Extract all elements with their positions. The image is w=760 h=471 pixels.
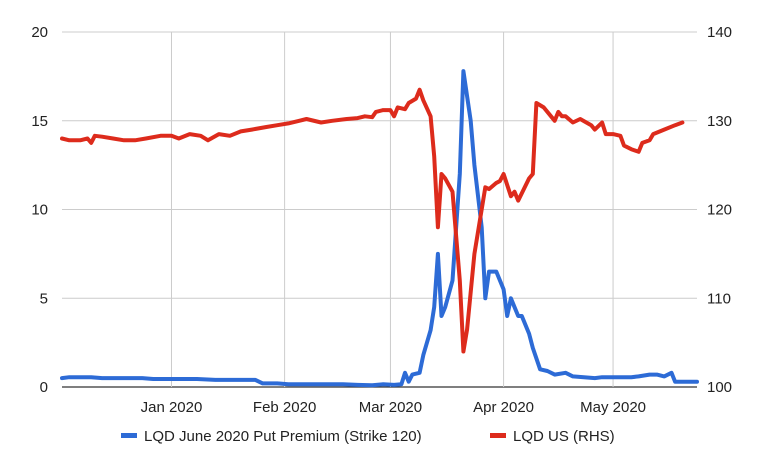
series-line-1 — [60, 87, 685, 354]
x-tick-label: Jan 2020 — [141, 399, 203, 416]
y-left-tick-label: 5 — [40, 290, 48, 307]
legend-label-put-premium: LQD June 2020 Put Premium (Strike 120) — [144, 428, 422, 445]
x-tick-label: Mar 2020 — [359, 399, 422, 416]
legend-swatch-lqd — [490, 433, 506, 438]
y-left-tick-label: 20 — [31, 24, 48, 41]
axis-label-layer: 0 5 10 15 20 100 110 120 130 140 Jan 2020 Feb 2020 M… — [31, 24, 732, 416]
legend-label-lqd: LQD US (RHS) — [513, 428, 615, 445]
y-left-tick-label: 15 — [31, 113, 48, 130]
legend-swatch-put-premium — [121, 433, 137, 438]
y-right-tick-label: 100 — [707, 379, 732, 396]
y-left-tick-label: 0 — [40, 379, 48, 396]
y-right-tick-label: 140 — [707, 24, 732, 41]
x-tick-label: Feb 2020 — [253, 399, 316, 416]
y-right-tick-label: 110 — [707, 290, 731, 307]
y-left-tick-label: 10 — [31, 202, 48, 219]
x-tick-label: May 2020 — [580, 399, 646, 416]
y-right-tick-label: 120 — [707, 202, 732, 219]
legend: LQD June 2020 Put Premium (Strike 120) L… — [121, 428, 615, 445]
series-layer — [60, 69, 699, 388]
series-line-0 — [60, 69, 699, 388]
grid-layer — [62, 31, 697, 388]
x-tick-label: Apr 2020 — [473, 399, 534, 416]
y-right-tick-label: 130 — [707, 113, 732, 130]
